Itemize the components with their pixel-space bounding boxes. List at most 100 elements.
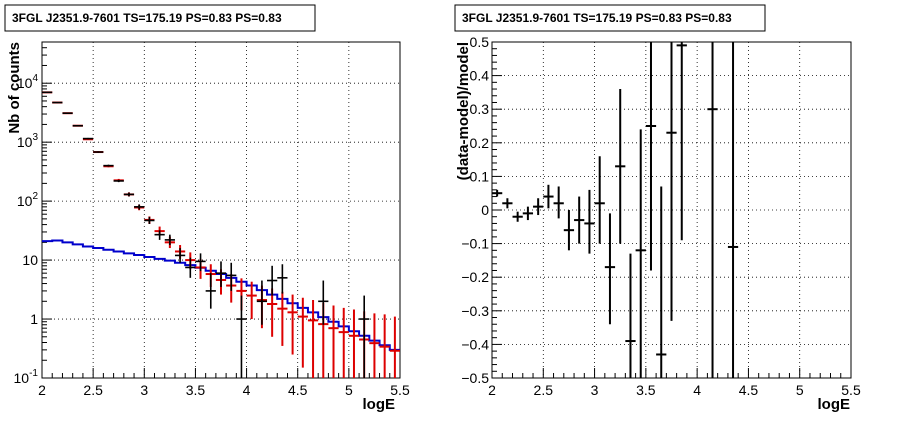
residual-point [584, 189, 595, 254]
model-point [369, 313, 380, 378]
x-tick-label: 4 [693, 382, 701, 398]
residual-point [615, 89, 626, 244]
data-point [359, 295, 370, 378]
residual-title: 3FGL J2351.9-7601 TS=175.19 PS=0.83 PS=0… [462, 11, 732, 25]
y-tick-label: 10-1 [14, 368, 39, 386]
data-point [103, 164, 114, 167]
x-tick-label: 5.5 [390, 382, 410, 398]
residual-point [543, 184, 554, 209]
x-tick-label: 5 [796, 382, 804, 398]
counts-title: 3FGL J2351.9-7601 TS=175.19 PS=0.83 PS=0… [12, 11, 282, 25]
residual-point [656, 186, 667, 378]
data-point [93, 151, 104, 153]
x-tick-label: 5 [345, 382, 353, 398]
counts-ticks: 2 2.5 3 3.5 4 4.5 5 5.5 10-1 1 10 102 103 104 [14, 41, 410, 398]
data-point [123, 192, 135, 197]
residual-point [604, 213, 616, 325]
y-tick-label: 104 [17, 73, 39, 91]
residual-point [707, 42, 718, 378]
data-point [164, 234, 175, 246]
x-tick-label: 3 [591, 382, 599, 398]
data-point [113, 179, 124, 183]
residual-ticks: 2 2.5 3 3.5 4 4.5 5 5.5 −0.5 −0.4 −0.3 −0.2 −0.1 0 0.1… [461, 34, 861, 398]
residual-point [625, 253, 636, 378]
model-point [297, 297, 308, 368]
total-model-series [42, 91, 400, 378]
x-tick-label: 4.5 [739, 382, 759, 398]
x-tick-label: 4 [243, 382, 251, 398]
residual-point [635, 129, 646, 378]
y-tick-label: −0.5 [461, 370, 489, 386]
data-point [144, 216, 155, 224]
residual-point [676, 42, 687, 241]
residual-point [533, 198, 544, 216]
x-tick-label: 2.5 [534, 382, 554, 398]
y-tick-label: 0.4 [470, 68, 490, 84]
data-point [195, 253, 206, 272]
y-tick-label: −0.4 [461, 336, 489, 352]
model-point [338, 307, 349, 378]
data-point [277, 264, 288, 294]
data-point [62, 112, 73, 114]
model-point [328, 305, 339, 378]
residual-x-axis-title: logE [818, 396, 851, 413]
data-point [134, 204, 145, 210]
y-tick-label: 0.2 [470, 135, 490, 151]
data-point [82, 137, 94, 140]
residual-title-box [454, 4, 766, 32]
data-series [42, 91, 370, 378]
x-tick-label: 4.5 [288, 382, 308, 398]
data-point [267, 265, 278, 296]
residual-point [645, 42, 657, 271]
y-tick-label: 103 [17, 132, 39, 150]
model-point [348, 309, 360, 378]
data-point [185, 257, 196, 278]
model-point [389, 316, 400, 378]
y-tick-label: 0.5 [470, 34, 490, 50]
data-point [154, 230, 165, 240]
x-tick-label: 3.5 [636, 382, 656, 398]
y-tick-label: 102 [17, 191, 39, 209]
y-tick-label: −0.1 [461, 236, 489, 252]
residual-point [512, 211, 523, 222]
data-point [174, 248, 186, 263]
residual-point [522, 206, 534, 221]
residual-point [594, 156, 605, 244]
data-point [256, 280, 268, 325]
residual-point [502, 198, 513, 209]
residual-grid [492, 42, 851, 378]
y-tick-label: −0.3 [461, 303, 489, 319]
x-tick-label: 2 [38, 382, 46, 398]
data-point [215, 261, 227, 287]
data-point [236, 295, 247, 378]
y-tick-label: 1 [30, 311, 38, 327]
model-point [307, 300, 319, 378]
model-point [379, 314, 390, 378]
residual-point [666, 42, 677, 321]
model-point [287, 294, 298, 355]
residual-point [574, 196, 585, 244]
counts-title-box [4, 4, 316, 32]
counts-x-axis-title: logE [363, 396, 396, 413]
source-model-step [42, 239, 400, 351]
y-tick-label: −0.2 [461, 269, 489, 285]
data-point [52, 101, 63, 104]
residual-point [492, 189, 503, 197]
residual-point [563, 210, 575, 251]
data-point [72, 124, 83, 127]
residual-y-axis-title: (data-model)/model [455, 42, 472, 180]
data-point [205, 273, 216, 309]
counts-grid [42, 42, 400, 378]
data-point [42, 91, 53, 94]
data-point [318, 280, 329, 325]
y-tick-label: 10 [22, 252, 38, 268]
x-tick-label: 3.5 [186, 382, 206, 398]
counts-y-axis-title: Nb of counts [6, 42, 23, 134]
residual-point [727, 42, 739, 378]
counts-plot-frame [41, 41, 401, 379]
y-tick-label: 0.1 [470, 168, 490, 184]
x-tick-label: 2 [488, 382, 496, 398]
residual-series [492, 42, 739, 378]
residual-point [553, 186, 564, 219]
